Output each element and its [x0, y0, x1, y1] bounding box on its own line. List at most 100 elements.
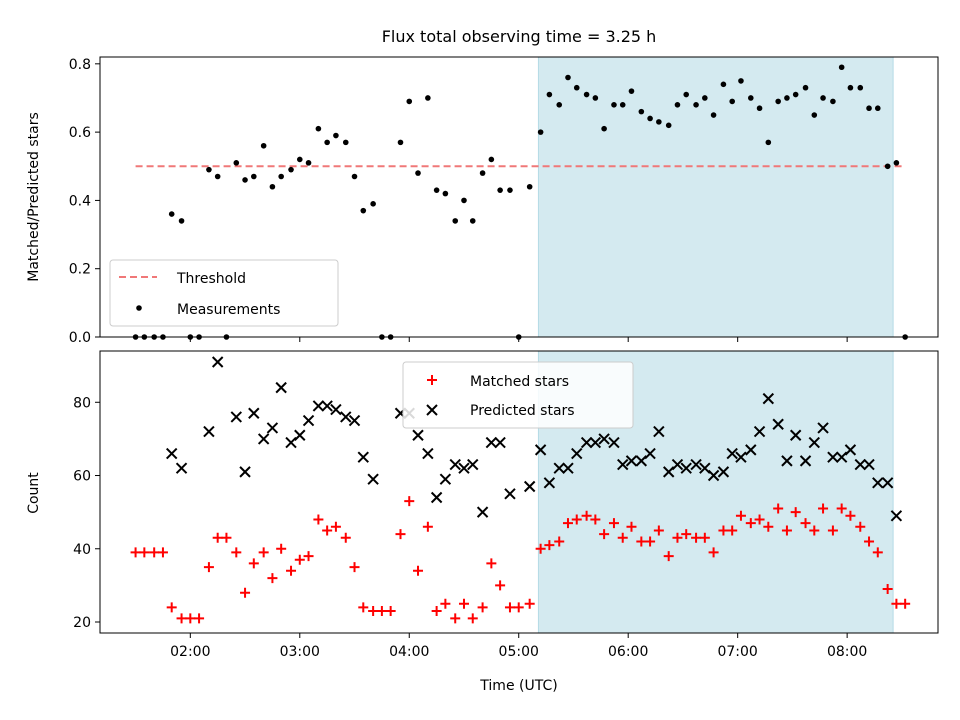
matched-star-point [477, 602, 488, 613]
matched-star-point [524, 598, 535, 609]
matched-star-point [258, 547, 269, 558]
matched-star-point [800, 518, 811, 529]
predicted-star-point [449, 458, 461, 471]
measurement-point [857, 84, 864, 91]
x-tick-label: 06:00 [608, 644, 648, 660]
predicted-star-point [458, 462, 470, 474]
matched-star-point [727, 525, 738, 536]
measurement-point [278, 173, 284, 180]
y-tick-label: 80 [73, 395, 91, 411]
predicted-star-point [625, 455, 638, 467]
matched-star-point [891, 598, 902, 609]
matched-star-point [554, 536, 565, 547]
measurement-point [526, 183, 533, 190]
measurement-point [461, 197, 467, 204]
measurement-point [693, 102, 699, 108]
predicted-star-point [608, 436, 620, 449]
measurement-point [288, 166, 294, 173]
matched-star-point [754, 514, 765, 525]
predicted-star-point [753, 425, 766, 438]
matched-star-point [376, 606, 387, 617]
predicted-star-point [294, 429, 306, 441]
chart-title: Flux total observing time = 3.25 h [382, 27, 657, 46]
matched-star-point [286, 565, 297, 576]
measurement-point [792, 91, 799, 98]
matched-star-point [486, 558, 497, 569]
measurement-point [415, 170, 421, 176]
predicted-star-point [266, 422, 279, 434]
measurement-point [775, 98, 781, 105]
predicted-star-point [553, 462, 565, 474]
measurement-point [333, 132, 339, 139]
measurement-point [469, 218, 476, 224]
matched-star-point [708, 547, 719, 558]
predicted-star-point [257, 433, 270, 445]
y-tick-label: 60 [73, 469, 91, 485]
measurement-point [683, 91, 690, 98]
measurement-point [214, 173, 221, 180]
predicted-star-point [789, 429, 802, 441]
measurement-point [611, 102, 617, 108]
predicted-star-point [817, 422, 829, 434]
measurement-point [251, 173, 257, 180]
predicted-star-point [653, 425, 665, 438]
x-tick-label: 08:00 [827, 644, 867, 660]
predicted-star-point [635, 455, 648, 467]
measurement-point [884, 163, 891, 170]
count-y-axis-label: Count [26, 472, 42, 514]
predicted-star-point [467, 458, 479, 471]
matched-star-point [203, 562, 214, 573]
y-tick-label: 20 [73, 615, 91, 631]
measurement-point [874, 105, 881, 112]
matched-star-point [368, 606, 379, 617]
y-tick-label: 40 [73, 542, 91, 558]
predicted-star-point [230, 411, 242, 423]
measurement-point [479, 170, 486, 176]
measurement-point [847, 84, 854, 91]
x-tick-label: 07:00 [717, 644, 757, 660]
predicted-star-point [617, 458, 629, 471]
matched-star-point [855, 521, 866, 532]
matched-star-point [535, 543, 546, 554]
count-legend: Matched stars Predicted stars [402, 361, 634, 429]
shaded-observing-window [537, 56, 894, 338]
measurement-point [269, 183, 276, 190]
matched-star-point [763, 521, 774, 532]
legend-predicted-swatch [426, 404, 438, 416]
predicted-star-point [321, 400, 333, 412]
measurement-point [168, 211, 175, 217]
matched-star-point [176, 613, 187, 624]
measurement-point [351, 173, 358, 180]
matched-star-point [267, 573, 278, 584]
measurement-point [565, 74, 571, 81]
predicted-star-point [504, 488, 516, 500]
measurement-point [866, 105, 872, 112]
predicted-star-point [717, 466, 730, 478]
matched-star-point [745, 518, 756, 529]
measurement-point [442, 190, 449, 197]
measurement-point [710, 112, 717, 118]
measurement-point [820, 95, 826, 101]
measurement-point [397, 139, 404, 146]
measurement-point [342, 139, 349, 146]
matched-star-point [872, 547, 883, 558]
matched-star-point [130, 547, 141, 558]
predicted-star-point [165, 447, 178, 460]
predicted-star-point [211, 356, 224, 368]
measurement-point [507, 187, 513, 193]
matched-star-point [431, 606, 442, 617]
measurement-point [178, 218, 185, 224]
predicted-star-point [494, 436, 506, 449]
measurement-point [893, 160, 900, 166]
measurement-point [233, 160, 240, 166]
matched-star-point [718, 525, 729, 536]
predicted-star-point [690, 458, 702, 471]
matched-star-point [562, 518, 573, 529]
predicted-star-point [285, 436, 297, 449]
matched-star-point [809, 525, 820, 536]
matched-star-point [294, 554, 305, 565]
predicted-star-point [485, 436, 498, 449]
measurement-point [315, 125, 322, 132]
matched-star-point [458, 598, 469, 609]
